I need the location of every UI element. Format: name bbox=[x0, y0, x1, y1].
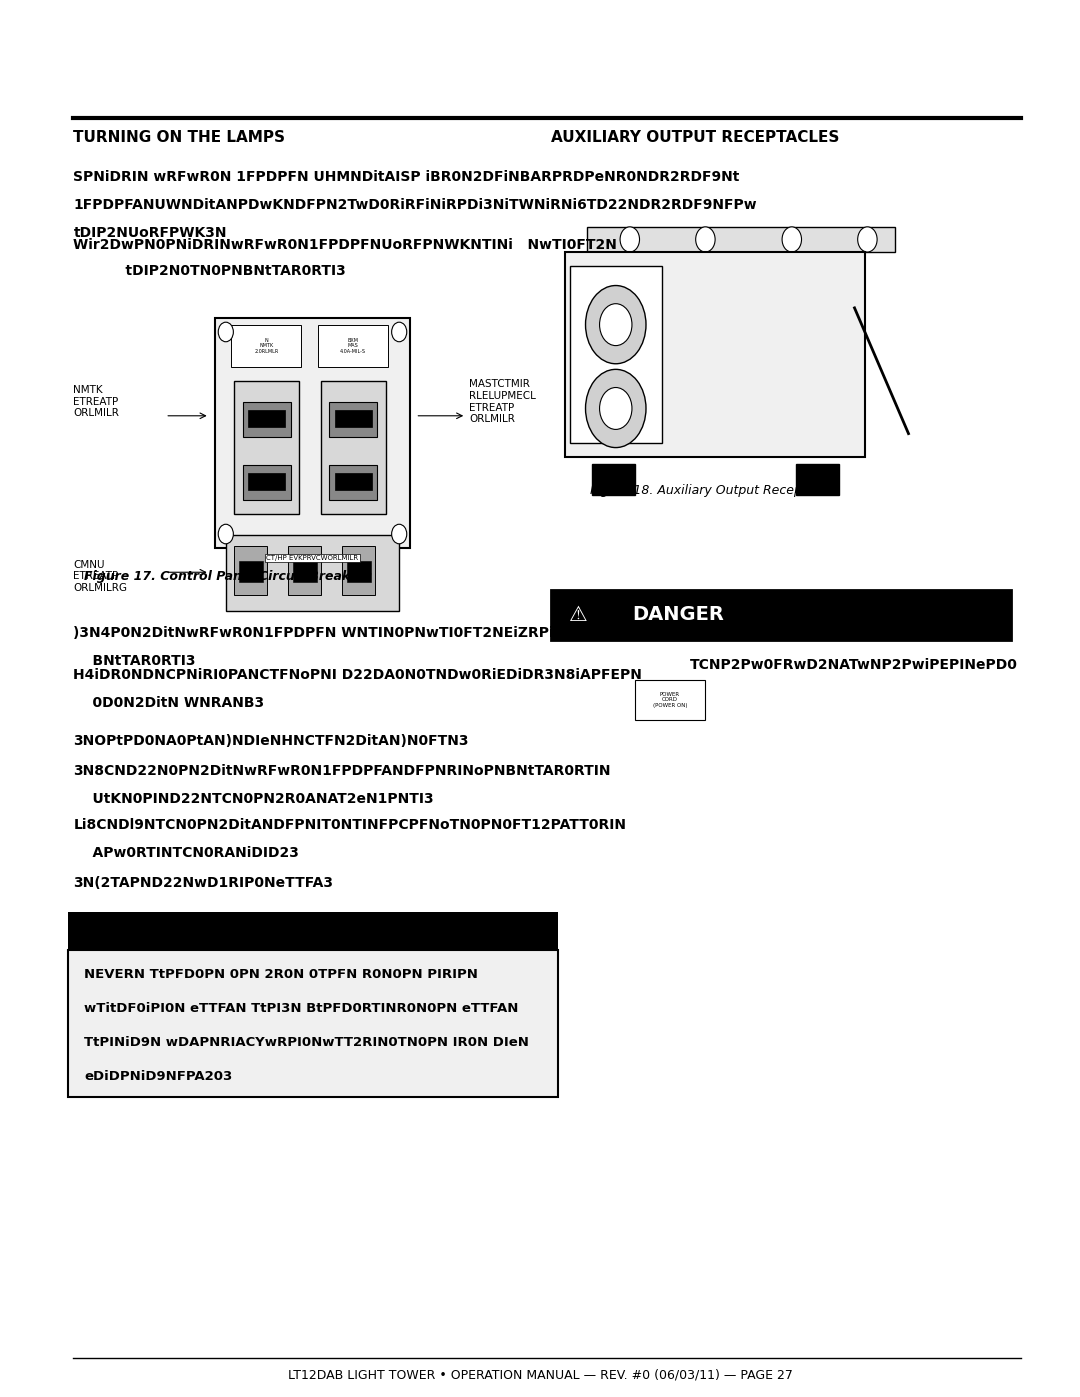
Text: BNtTAR0RTI3: BNtTAR0RTI3 bbox=[73, 654, 195, 668]
Text: N
NMTK
2.0RLMLR: N NMTK 2.0RLMLR bbox=[254, 338, 279, 355]
Text: 3N8CND22N0PN2DitNwRFwR0N1FPDPFANDFPNRINoPNBNtTAR0RTIN: 3N8CND22N0PN2DitNwRFwR0N1FPDPFANDFPNRINo… bbox=[73, 764, 611, 778]
Bar bbox=[68, 912, 558, 950]
Text: TURNING ON THE LAMPS: TURNING ON THE LAMPS bbox=[73, 130, 285, 145]
Text: Figure 18. Auxiliary Output Receptacles: Figure 18. Auxiliary Output Receptacles bbox=[590, 483, 839, 497]
Text: POWER
CORD
(POWER ON): POWER CORD (POWER ON) bbox=[652, 692, 687, 708]
Text: DANGER: DANGER bbox=[632, 605, 724, 624]
Text: tDIP2N0TN0PNBNtTAR0RTI3: tDIP2N0TN0PNBNtTAR0RTI3 bbox=[106, 264, 346, 278]
Bar bbox=[239, 562, 262, 583]
Text: 0D0N2DitN WNRANB3: 0D0N2DitN WNRANB3 bbox=[73, 696, 265, 710]
Text: AUXILIARY OUTPUT RECEPTACLES: AUXILIARY OUTPUT RECEPTACLES bbox=[551, 130, 839, 145]
Circle shape bbox=[782, 226, 801, 251]
Text: 3N(2TAPND22NwD1RIP0NeTTFA3: 3N(2TAPND22NwD1RIP0NeTTFA3 bbox=[73, 876, 334, 890]
Circle shape bbox=[585, 369, 646, 447]
Circle shape bbox=[392, 524, 407, 543]
Text: 3NOPtPD0NA0PtAN)NDIeNHNCTFN2DitAN)N0FTN3: 3NOPtPD0NA0PtAN)NDIeNHNCTFN2DitAN)N0FTN3 bbox=[73, 733, 469, 747]
Text: R0NP0NDIeA3NSPNtTAAR1R2R: R0NP0NDIeA3NSPNtTAAR1R2R bbox=[690, 626, 932, 640]
Bar bbox=[248, 474, 285, 490]
Text: TtPINiD9N wDAPNRIACYwRPI0NwTT2RIN0TN0PN IR0N DIeN: TtPINiD9N wDAPNRIACYwRPI0NwTT2RIN0TN0PN … bbox=[84, 1037, 529, 1049]
Bar bbox=[248, 411, 285, 427]
Bar bbox=[335, 474, 372, 490]
Bar bbox=[565, 251, 865, 457]
Text: CMNU
ETREATP
ORLMILRG: CMNU ETREATP ORLMILRG bbox=[73, 560, 127, 594]
Bar bbox=[288, 546, 321, 595]
Bar bbox=[635, 680, 705, 719]
Text: wTitDF0iPI0N eTTFAN TtPI3N BtPFD0RTINR0N0PN eTTFAN: wTitDF0iPI0N eTTFAN TtPI3N BtPFD0RTINR0N… bbox=[84, 1002, 518, 1016]
Bar bbox=[68, 950, 558, 1097]
Text: )3N4P0N2DitNwRFwR0N1FPDPFN WNTIN0PNwTI0FT2NEiZRPiRNiS1N4iCF10TwNDN2REPNt: )3N4P0N2DitNwRFwR0N1FPDPFN WNTIN0PNwTI0F… bbox=[73, 626, 780, 640]
Text: tDIP2NUoRFPWK3N: tDIP2NUoRFPWK3N bbox=[73, 226, 227, 240]
Circle shape bbox=[392, 323, 407, 342]
Text: UtKN0PIND22NTCN0PN2R0ANAT2eN1PNTI3: UtKN0PIND22NTCN0PN2R0ANAT2eN1PNTI3 bbox=[73, 792, 434, 806]
Circle shape bbox=[218, 323, 233, 342]
Text: H4iDR0NDNCPNiRI0PANCTFNoPNI D22DA0N0TNDw0RiEDiDR3N8iAPFEPN: H4iDR0NDNCPNiRI0PANCTFNoPNI D22DA0N0TNDw… bbox=[73, 668, 643, 682]
Circle shape bbox=[858, 226, 877, 251]
Bar bbox=[329, 465, 377, 500]
Bar bbox=[318, 326, 388, 367]
Bar bbox=[347, 562, 370, 583]
Circle shape bbox=[585, 285, 646, 363]
Circle shape bbox=[599, 387, 632, 429]
Bar bbox=[234, 546, 267, 595]
Text: TCNP2Pw0FRwD2NATwNP2PwiPEPINePD0: TCNP2Pw0FRwD2NATwNP2PwiPEPINePD0 bbox=[690, 658, 1017, 672]
Bar bbox=[335, 411, 372, 427]
Bar bbox=[570, 265, 662, 443]
Text: Wir2DwPN0PNiDRINwRFwR0N1FPDPFNUoRFPNWKNTINi   NwTI0FT2N: Wir2DwPN0PNiDRINwRFwR0N1FPDPFNUoRFPNWKNT… bbox=[73, 237, 618, 251]
Text: ⚠: ⚠ bbox=[569, 605, 588, 624]
Text: Li8CNDl9NTCN0PN2DitANDFPNIT0NTINFPCPFNoTN0PN0FT12PATT0RIN: Li8CNDl9NTCN0PN2DitANDFPNIT0NTINFPCPFNoT… bbox=[73, 819, 626, 833]
Text: 1FPDPFANUWNDitANPDwKNDFPN2TwD0RiRFiNiRPDi3NiTWNiRNi6TD22NDR2RDF9NFPw: 1FPDPFANUWNDitANPDwKNDFPN2TwD0RiRFiNiRPD… bbox=[73, 198, 757, 212]
Bar bbox=[226, 535, 400, 612]
Bar bbox=[215, 319, 410, 548]
Bar bbox=[586, 226, 894, 251]
Text: eDiDPNiD9NFPA203: eDiDPNiD9NFPA203 bbox=[84, 1070, 232, 1083]
Bar bbox=[551, 590, 1011, 640]
Text: APw0RTINTCN0RANiDID23: APw0RTINTCN0RANiDID23 bbox=[73, 847, 299, 861]
Text: MASTCTMIR
RLELUPMECL
ETREATP
ORLMILR: MASTCTMIR RLELUPMECL ETREATP ORLMILR bbox=[470, 380, 537, 425]
Circle shape bbox=[218, 524, 233, 543]
Bar bbox=[592, 464, 635, 495]
Text: Figure 17. Control Panel Circuit Breakers: Figure 17. Control Panel Circuit Breaker… bbox=[84, 570, 373, 583]
Bar bbox=[796, 464, 839, 495]
Text: SPNiDRIN wRFwR0N 1FPDPFN UHMNDitAISP iBR0N2DFiNBARPRDPeNR0NDR2RDF9Nt: SPNiDRIN wRFwR0N 1FPDPFN UHMNDitAISP iBR… bbox=[73, 170, 740, 184]
Text: NEVERN TtPFD0PN 0PN 2R0N 0TPFN R0N0PN PIRIPN: NEVERN TtPFD0PN 0PN 2R0N 0TPFN R0N0PN PI… bbox=[84, 968, 478, 981]
Bar bbox=[329, 402, 377, 437]
Bar bbox=[321, 381, 386, 514]
Text: LT12DAB LIGHT TOWER • OPERATION MANUAL — REV. #0 (06/03/11) — PAGE 27: LT12DAB LIGHT TOWER • OPERATION MANUAL —… bbox=[287, 1369, 793, 1382]
Bar bbox=[243, 465, 291, 500]
Text: NMTK
ETREATP
ORLMILR: NMTK ETREATP ORLMILR bbox=[73, 386, 119, 419]
Bar bbox=[231, 326, 301, 367]
Circle shape bbox=[620, 226, 639, 251]
Circle shape bbox=[599, 303, 632, 345]
Bar bbox=[342, 546, 375, 595]
Circle shape bbox=[696, 226, 715, 251]
Bar bbox=[243, 402, 291, 437]
Text: CT/HP EVKPRVCWORLMILR: CT/HP EVKPRVCWORLMILR bbox=[267, 555, 359, 562]
Text: BXM
MAS
4.0A-MIL-S: BXM MAS 4.0A-MIL-S bbox=[340, 338, 366, 355]
Bar bbox=[293, 562, 316, 583]
Bar bbox=[234, 381, 299, 514]
